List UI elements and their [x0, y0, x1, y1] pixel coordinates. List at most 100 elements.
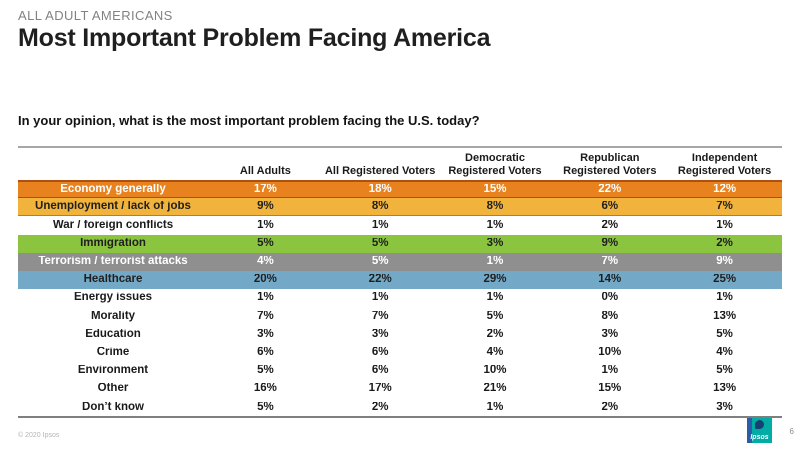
table-cell: 1% — [486, 256, 504, 268]
table-cell: 17% — [253, 183, 277, 195]
row-label: Environment — [77, 365, 149, 377]
table-row: Immigration 5% 5% 3% 9% 2% — [18, 234, 782, 253]
row-label: Healthcare — [83, 274, 143, 286]
page-title: Most Important Problem Facing America — [18, 24, 491, 52]
table-cell: 17% — [368, 383, 392, 395]
table-cell: 0% — [601, 292, 619, 304]
table-cell: 1% — [371, 219, 389, 231]
table-cell: 3% — [371, 328, 389, 340]
row-label: Other — [97, 383, 129, 395]
column-header: All Registered Voters — [324, 164, 436, 177]
column-header: All Adults — [239, 164, 291, 177]
table-cell: 1% — [486, 292, 504, 304]
table-row: Crime 6% 6% 4% 10% 4% — [18, 343, 782, 362]
table-cell: 5% — [257, 237, 274, 249]
table-cell: 12% — [713, 183, 737, 195]
table-cell: 7% — [601, 256, 619, 268]
table-cell: 18% — [368, 183, 392, 195]
table-row: Don’t know 5% 2% 1% 2% 3% — [18, 398, 782, 417]
table-row: Other 16% 17% 21% 15% 13% — [18, 380, 782, 399]
logo-stripe — [747, 418, 752, 443]
slide-subtitle: ALL ADULT AMERICANS — [18, 8, 173, 23]
survey-question: In your opinion, what is the most import… — [18, 113, 480, 128]
table-cell: 2% — [486, 328, 504, 340]
table-cell: 6% — [371, 347, 389, 359]
table-cell: 1% — [257, 292, 274, 304]
table-cell: 9% — [601, 237, 619, 249]
table-cell: 21% — [483, 383, 507, 395]
logo-dot-icon — [755, 420, 764, 429]
column-header: Democratic Registered Voters — [448, 152, 542, 177]
row-label: Unemployment / lack of jobs — [35, 201, 191, 213]
table-cell: 5% — [257, 401, 274, 413]
table-cell: 3% — [486, 237, 504, 249]
table-cell: 25% — [713, 274, 737, 286]
table-cell: 7% — [716, 201, 733, 213]
table-cell: 10% — [483, 365, 507, 377]
table-cell: 4% — [716, 347, 733, 359]
table-cell: 2% — [716, 237, 733, 249]
table-row: Morality 7% 7% 5% 8% 13% — [18, 307, 782, 326]
table-row: Economy generally 17% 18% 15% 22% 12% — [18, 180, 782, 199]
table-cell: 15% — [598, 383, 622, 395]
row-label: Economy generally — [60, 183, 166, 195]
table-row: Unemployment / lack of jobs 9% 8% 8% 6% 7% — [18, 198, 782, 217]
table-cell: 1% — [716, 219, 733, 231]
table-cell: 22% — [368, 274, 392, 286]
table-cell: 5% — [716, 328, 733, 340]
table-cell: 1% — [257, 219, 274, 231]
row-label: Don’t know — [82, 401, 144, 413]
table-cell: 2% — [601, 219, 619, 231]
row-label: War / foreign conflicts — [52, 219, 174, 231]
results-table: All Adults All Registered Voters Democrati… — [18, 146, 782, 419]
table-row: Healthcare 20% 22% 29% 14% 25% — [18, 270, 782, 290]
table-cell: 8% — [371, 201, 389, 213]
table-cell: 5% — [486, 310, 504, 322]
row-label: Crime — [96, 347, 130, 359]
table-cell: 1% — [716, 292, 733, 304]
table-cell: 1% — [371, 292, 389, 304]
table-cell: 3% — [601, 328, 619, 340]
table-cell: 9% — [257, 201, 274, 213]
ipsos-logo: Ipsos — [747, 418, 772, 443]
table-row: Environment 5% 6% 10% 1% 5% — [18, 361, 782, 381]
table-cell: 6% — [257, 347, 274, 359]
table-cell: 13% — [713, 310, 737, 322]
table-cell: 9% — [716, 256, 733, 268]
row-label: Morality — [90, 310, 136, 322]
table-cell: 8% — [486, 201, 504, 213]
row-label: Education — [85, 328, 141, 340]
table-row: Education 3% 3% 2% 3% 5% — [18, 325, 782, 344]
table-row: Terrorism / terrorist attacks 4% 5% 1% 7% 9% — [18, 252, 782, 271]
table-cell: 29% — [483, 274, 507, 286]
column-header-empty — [18, 177, 208, 180]
table-cell: 15% — [483, 183, 507, 195]
table-cell: 22% — [598, 183, 622, 195]
logo-wordmark: Ipsos — [750, 434, 769, 441]
table-cell: 1% — [486, 219, 504, 231]
table-cell: 20% — [253, 274, 277, 286]
table-cell: 3% — [716, 401, 733, 413]
column-header: Republican Registered Voters — [563, 152, 657, 177]
table-cell: 2% — [371, 401, 389, 413]
table-cell: 5% — [257, 365, 274, 377]
copyright-text: © 2020 Ipsos — [18, 432, 60, 439]
table-cell: 6% — [601, 201, 619, 213]
table-row: War / foreign conflicts 1% 1% 1% 2% 1% — [18, 216, 782, 235]
table-cell: 4% — [486, 347, 504, 359]
row-label: Energy issues — [74, 292, 152, 304]
table-cell: 10% — [598, 347, 622, 359]
table-cell: 4% — [257, 256, 274, 268]
table-cell: 7% — [257, 310, 274, 322]
table-cell: 6% — [371, 365, 389, 377]
table-cell: 5% — [371, 256, 389, 268]
column-header: Independent Registered Voters — [677, 152, 772, 177]
table-cell: 13% — [713, 383, 737, 395]
table-row: Energy issues 1% 1% 1% 0% 1% — [18, 289, 782, 308]
table-cell: 5% — [371, 237, 389, 249]
table-cell: 1% — [486, 401, 504, 413]
table-cell: 7% — [371, 310, 389, 322]
table-cell: 1% — [601, 365, 619, 377]
table-cell: 2% — [601, 401, 619, 413]
